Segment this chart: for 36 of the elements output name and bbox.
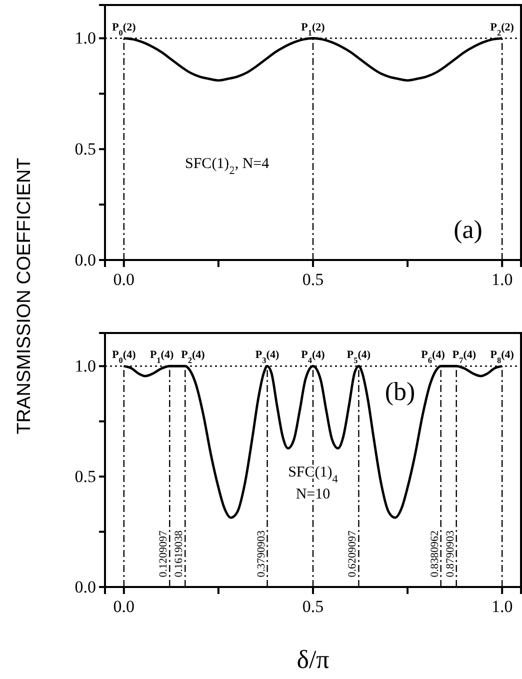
y-axis-title: TRANSMISSION COEFFICIENT <box>14 157 35 434</box>
x-tick-label: 0.5 <box>302 597 324 616</box>
ref-line-label: P$_{6}$(4) <box>421 349 446 365</box>
annotation: N=10 <box>296 486 330 503</box>
annotation: (b) <box>384 377 416 406</box>
ref-line-label: P$_{8}$(4) <box>490 349 514 365</box>
x-tick-label: 1.0 <box>491 270 513 290</box>
annotation: 0.8380962 <box>428 530 441 578</box>
ref-line-label: P$_{0}$(4) <box>112 349 136 365</box>
ref-line-label: P$_{2}$(2) <box>490 21 514 37</box>
annotation: (a) <box>454 215 482 244</box>
ref-line-label: P$_{7}$(4) <box>452 349 476 365</box>
ref-line-label: P$_{3}$(4) <box>255 349 280 365</box>
ref-line-label: P$_{0}$(2) <box>112 21 136 37</box>
annotation: 0.1619038 <box>173 530 186 578</box>
y-tick-label: 1.0 <box>74 356 96 376</box>
annotation: 0.6209097 <box>346 530 359 578</box>
annotation: 0.3790903 <box>255 530 268 578</box>
annotation: 0.8790903 <box>444 530 456 578</box>
annotation: 0.1209097 <box>158 530 170 578</box>
ref-line-label: P$_{1}$(4) <box>150 349 174 365</box>
x-tick-label: 1.0 <box>491 597 513 616</box>
y-tick-label: 0.5 <box>74 467 96 486</box>
annotation: SFC(1)$_{4}$ <box>288 464 338 486</box>
ref-line-label: P$_{4}$(4) <box>301 349 326 365</box>
ref-line-label: P$_{1}$(2) <box>301 21 326 37</box>
ref-line-label: P$_{5}$(4) <box>346 349 371 365</box>
x-tick-label: 0.0 <box>113 597 135 616</box>
x-tick-label: 0.5 <box>302 270 324 290</box>
y-tick-label: 1.0 <box>74 28 96 48</box>
ref-line-label: P$_{2}$(4) <box>181 349 206 365</box>
y-tick-label: 0.0 <box>74 577 96 596</box>
y-tick-label: 0.5 <box>74 140 96 159</box>
x-tick-label: 0.0 <box>113 270 135 290</box>
x-axis-title: δ/π <box>296 645 330 674</box>
y-tick-label: 0.0 <box>74 250 96 270</box>
